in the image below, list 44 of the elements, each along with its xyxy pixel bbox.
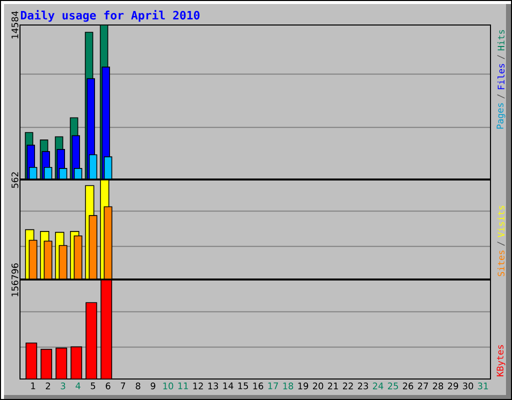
x-tick-label: 2 xyxy=(46,382,50,390)
x-tick-label: 22 xyxy=(342,382,353,390)
y-tick-label: 156796 xyxy=(11,263,18,296)
x-tick-label: 25 xyxy=(388,382,398,390)
x-tick-label: 21 xyxy=(328,382,338,390)
text: KBytes xyxy=(496,345,506,376)
x-tick-label: 4 xyxy=(76,382,80,390)
y-tick-label: 562 xyxy=(11,172,18,188)
x-tick-label: 12 xyxy=(193,382,203,390)
x-tick-label: 7 xyxy=(120,382,126,390)
x-tick-label: 18 xyxy=(283,382,294,390)
x-tick-label: 6 xyxy=(106,382,110,390)
x-tick-label: 16 xyxy=(253,382,264,390)
x-tick-label: 10 xyxy=(163,382,174,390)
x-tick-label: 31 xyxy=(478,382,488,390)
x-tick-label: 3 xyxy=(60,382,66,390)
x-tick-label: 9 xyxy=(150,382,156,390)
x-tick-label: 27 xyxy=(418,382,428,390)
x-tick-label: 5 xyxy=(90,382,96,390)
x-tick-label: 17 xyxy=(268,382,278,390)
x-tick-label: 8 xyxy=(136,382,140,390)
x-tick-label: 29 xyxy=(448,382,458,390)
x-tick-label: 13 xyxy=(208,382,218,390)
x-tick-label: 20 xyxy=(312,382,324,390)
text: / xyxy=(497,54,505,60)
x-tick-label: 15 xyxy=(238,382,248,390)
x-tick-label: 24 xyxy=(372,382,384,390)
x-tick-label: 14 xyxy=(223,382,234,390)
x-tick-label: 1 xyxy=(31,382,36,390)
x-tick-label: 26 xyxy=(402,382,414,390)
text: / xyxy=(497,94,505,99)
text: / xyxy=(497,242,505,246)
x-tick-label: 30 xyxy=(462,382,474,390)
text: Pages xyxy=(496,103,506,129)
y-tick-label: 14584 xyxy=(11,11,18,38)
x-tick-label: 11 xyxy=(178,382,188,390)
x-tick-label: 19 xyxy=(298,382,308,390)
x-tick-label: 23 xyxy=(358,382,368,390)
text: Visits xyxy=(498,206,504,238)
text: Hits xyxy=(498,30,504,50)
x-tick-label: 28 xyxy=(432,382,444,390)
text: Files xyxy=(497,64,505,90)
text: Sites xyxy=(498,250,504,276)
chart-title: Daily usage for April 2010 xyxy=(20,10,200,22)
